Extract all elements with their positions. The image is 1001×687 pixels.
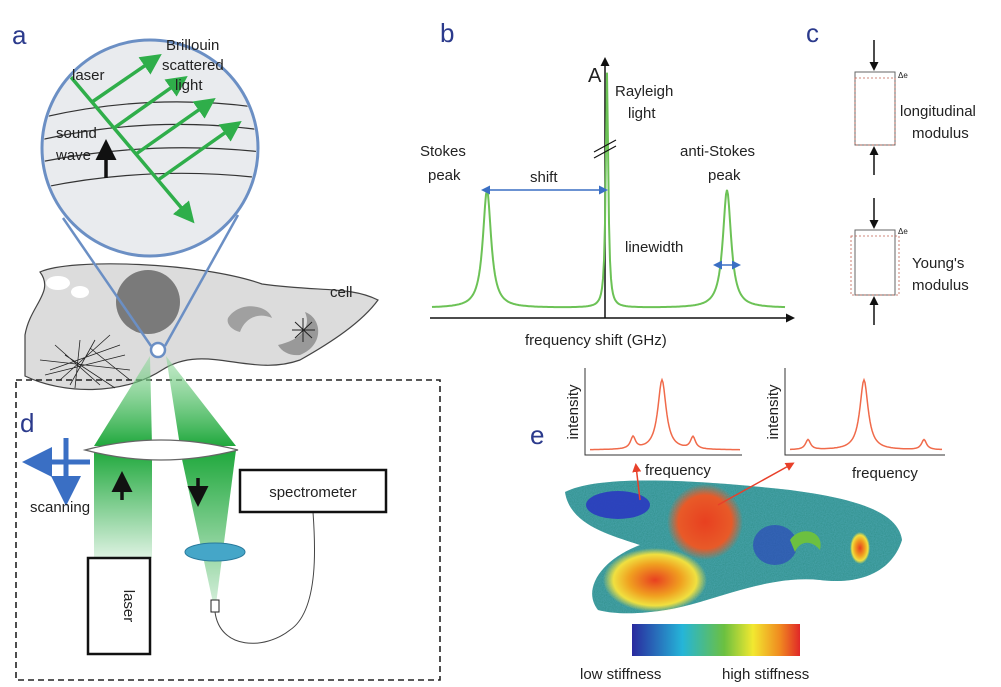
label: Brillouin xyxy=(166,37,219,54)
region xyxy=(586,491,650,519)
label: laser xyxy=(120,590,137,623)
colorbar xyxy=(632,624,800,656)
label: modulus xyxy=(912,277,969,294)
label: intensity xyxy=(765,384,782,440)
beam xyxy=(180,450,236,612)
label: scattered xyxy=(162,57,224,74)
spectrum-axes xyxy=(585,368,742,455)
label: Rayleigh xyxy=(615,83,673,100)
label: A xyxy=(588,65,602,87)
region xyxy=(667,484,743,560)
label: wave xyxy=(55,147,91,164)
laser-box xyxy=(88,558,150,654)
label: laser xyxy=(72,67,105,84)
label: linewidth xyxy=(625,239,683,256)
label: longitudinal xyxy=(900,103,976,120)
setup-box xyxy=(16,380,440,680)
focus-spot xyxy=(151,343,165,357)
label: peak xyxy=(708,167,741,184)
label: light xyxy=(175,77,203,94)
spectrum-curve xyxy=(590,380,740,450)
fiber xyxy=(215,512,315,643)
label: spectrometer xyxy=(269,484,357,501)
sample xyxy=(855,230,895,295)
label: intensity xyxy=(565,384,582,440)
label: anti-Stokes xyxy=(680,143,755,160)
objective xyxy=(185,543,245,561)
figure: a laser Brillouin scattered light sound … xyxy=(0,0,1001,687)
label: shift xyxy=(530,169,558,186)
label: frequency xyxy=(852,465,918,482)
sample xyxy=(855,72,895,145)
label: high stiffness xyxy=(722,666,809,683)
region xyxy=(603,548,707,612)
vesicle xyxy=(71,286,89,298)
panel-label: a xyxy=(12,20,27,50)
label: cell xyxy=(330,284,353,301)
nucleus xyxy=(116,270,180,334)
pinhole xyxy=(211,600,219,612)
label: scanning xyxy=(30,499,90,516)
label: low stiffness xyxy=(580,666,661,683)
label: modulus xyxy=(912,125,969,142)
label: Young's xyxy=(912,255,964,272)
vesicle xyxy=(46,276,70,290)
label: Δe xyxy=(898,71,908,80)
label: frequency shift (GHz) xyxy=(525,332,667,349)
region xyxy=(850,532,870,564)
panel-label: e xyxy=(530,420,544,450)
beam xyxy=(166,356,236,446)
region xyxy=(753,525,797,565)
panel-label: d xyxy=(20,408,34,438)
spectrum-curve xyxy=(432,73,785,308)
spectrum-curve xyxy=(790,380,942,450)
label: sound xyxy=(56,125,97,142)
label: Δe xyxy=(898,227,908,236)
label: frequency xyxy=(645,462,711,479)
beam xyxy=(94,450,152,558)
panel-label: b xyxy=(440,18,454,48)
panel-label: c xyxy=(806,18,819,48)
label: Stokes xyxy=(420,143,466,160)
label: peak xyxy=(428,167,461,184)
label: light xyxy=(628,105,656,122)
scan-arrows xyxy=(42,438,90,486)
